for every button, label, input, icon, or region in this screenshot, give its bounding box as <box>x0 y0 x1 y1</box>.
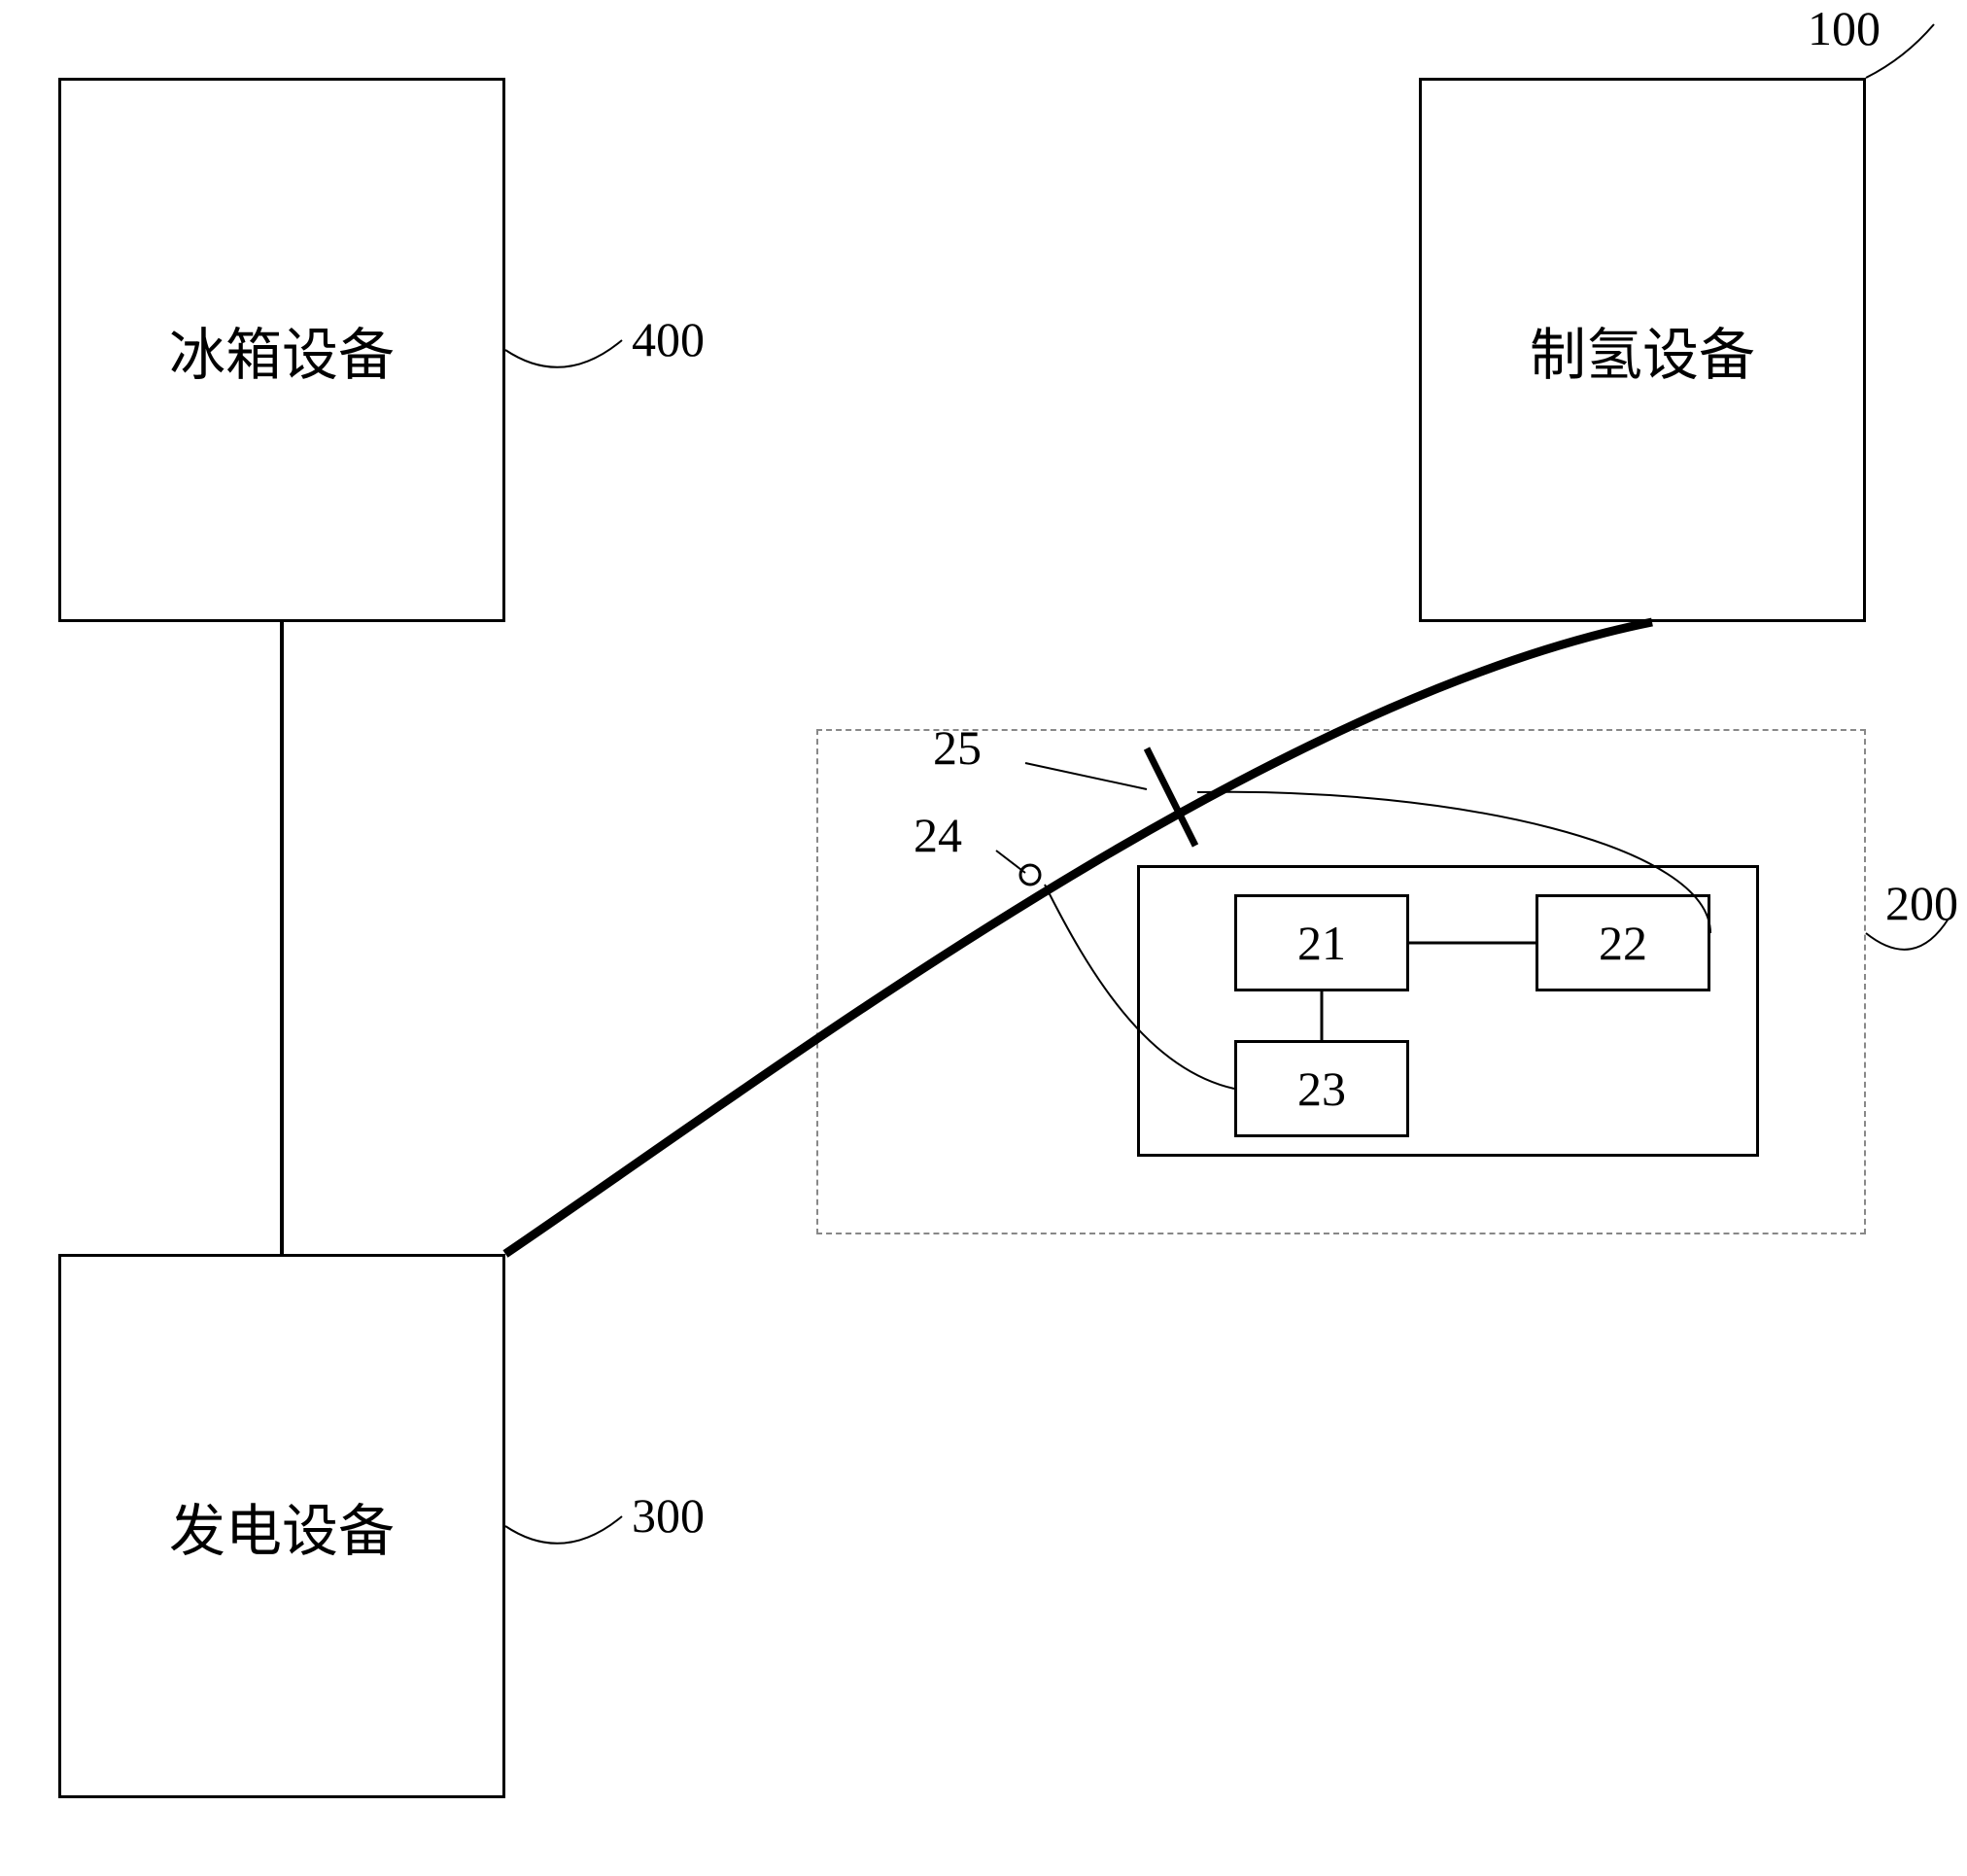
ref-100: 100 <box>1808 0 1881 56</box>
ref-200: 200 <box>1885 875 1958 931</box>
hydrogen-label: 制氢设备 <box>1530 309 1755 391</box>
generator-label: 发电设备 <box>169 1485 395 1567</box>
ref-400: 400 <box>632 311 705 367</box>
block-21-label: 21 <box>1297 915 1346 971</box>
leader-300 <box>505 1516 622 1544</box>
block-21: 21 <box>1234 894 1409 991</box>
ref-24: 24 <box>914 807 962 863</box>
generator-box: 发电设备 <box>58 1254 505 1798</box>
refrigerator-box: 冰箱设备 <box>58 78 505 622</box>
block-23: 23 <box>1234 1040 1409 1137</box>
block-22: 22 <box>1536 894 1710 991</box>
leader-400 <box>505 340 622 367</box>
block-23-label: 23 <box>1297 1060 1346 1117</box>
block-22-label: 22 <box>1599 915 1647 971</box>
ref-300: 300 <box>632 1487 705 1544</box>
hydrogen-box: 制氢设备 <box>1419 78 1866 622</box>
ref-25: 25 <box>933 719 982 776</box>
refrigerator-label: 冰箱设备 <box>169 309 395 391</box>
diagram-canvas: 冰箱设备 制氢设备 发电设备 21 22 23 400 100 300 200 … <box>0 0 1967 1876</box>
